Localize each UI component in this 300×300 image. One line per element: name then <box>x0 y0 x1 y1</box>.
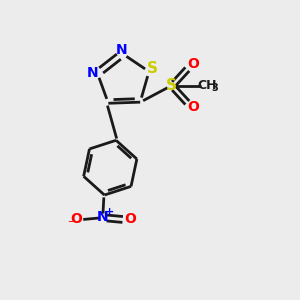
Text: ⁻: ⁻ <box>67 218 74 231</box>
Text: O: O <box>124 212 136 226</box>
Text: S: S <box>166 79 177 94</box>
Text: N: N <box>87 66 99 80</box>
Text: S: S <box>147 61 158 76</box>
Text: CH: CH <box>198 79 217 92</box>
Text: 3: 3 <box>211 83 218 93</box>
Text: +: + <box>105 207 114 217</box>
Text: N: N <box>97 210 109 224</box>
Text: O: O <box>187 58 199 71</box>
Text: N: N <box>116 43 128 57</box>
Text: O: O <box>187 100 199 115</box>
Text: O: O <box>70 212 82 226</box>
